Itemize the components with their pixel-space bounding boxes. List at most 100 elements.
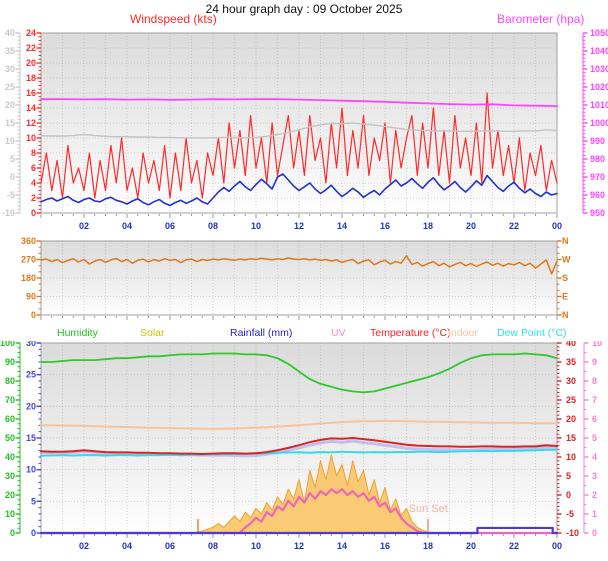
svg-text:270: 270: [21, 255, 36, 265]
svg-text:980: 980: [590, 154, 605, 164]
svg-text:70: 70: [5, 395, 15, 405]
series-wind-chill: [39, 439, 559, 458]
svg-text:10: 10: [251, 541, 261, 551]
svg-text:2: 2: [31, 193, 36, 203]
svg-text:1020: 1020: [590, 82, 608, 92]
svg-text:16: 16: [380, 541, 390, 551]
svg-text:N: N: [562, 236, 569, 246]
svg-text:14: 14: [337, 221, 347, 231]
svg-text:20: 20: [5, 100, 15, 110]
svg-text:2: 2: [592, 490, 597, 500]
svg-text:Sun Set: Sun Set: [409, 503, 448, 515]
svg-text:6: 6: [592, 414, 597, 424]
svg-text:0: 0: [31, 310, 36, 320]
svg-text:35: 35: [566, 357, 576, 367]
series-humidity: [40, 352, 558, 394]
svg-text:90: 90: [5, 357, 15, 367]
svg-text:15: 15: [566, 433, 576, 443]
svg-text:10: 10: [5, 509, 15, 519]
svg-text:E: E: [562, 292, 568, 302]
svg-text:180: 180: [21, 273, 36, 283]
svg-text:7: 7: [592, 395, 597, 405]
legend-item-temperature-c: Temperature (°C): [370, 327, 451, 339]
svg-text:5: 5: [566, 471, 571, 481]
series-indoor-temperature: [40, 419, 558, 430]
svg-text:90: 90: [26, 292, 36, 302]
bottom-chart-legend: Humidity Solar Rainfall (mm) UV Temperature …: [0, 327, 608, 341]
svg-text:970: 970: [590, 172, 605, 182]
svg-text:18: 18: [423, 541, 433, 551]
svg-text:0: 0: [566, 490, 571, 500]
svg-text:15: 15: [26, 433, 36, 443]
svg-text:16: 16: [380, 221, 390, 231]
svg-text:9: 9: [592, 357, 597, 367]
svg-text:S: S: [562, 273, 568, 283]
svg-text:1050: 1050: [590, 28, 608, 38]
svg-text:6: 6: [31, 163, 36, 173]
svg-text:-5: -5: [566, 509, 574, 519]
svg-text:08: 08: [208, 541, 218, 551]
legend-item-dew-point-c: Dew Point (°C): [497, 327, 567, 339]
svg-text:15: 15: [5, 118, 15, 128]
svg-text:20: 20: [466, 541, 476, 551]
svg-text:22: 22: [509, 541, 519, 551]
svg-text:5: 5: [592, 433, 597, 443]
svg-text:12: 12: [26, 118, 36, 128]
svg-text:990: 990: [590, 136, 605, 146]
svg-text:0: 0: [592, 528, 597, 538]
svg-text:10: 10: [26, 465, 36, 475]
svg-text:1010: 1010: [590, 100, 608, 110]
svg-text:0: 0: [10, 172, 15, 182]
svg-text:60: 60: [5, 414, 15, 424]
svg-text:25: 25: [5, 82, 15, 92]
svg-text:00: 00: [552, 541, 562, 551]
series-rainfall: [39, 526, 559, 535]
series-dew-point: [40, 448, 558, 457]
svg-text:02: 02: [79, 221, 89, 231]
svg-text:0: 0: [31, 208, 36, 218]
svg-text:00: 00: [552, 221, 562, 231]
svg-text:80: 80: [5, 376, 15, 386]
svg-text:1030: 1030: [590, 64, 608, 74]
series-wind-direction: [40, 255, 558, 275]
svg-text:20: 20: [26, 401, 36, 411]
svg-text:10: 10: [592, 341, 602, 348]
svg-text:8: 8: [592, 376, 597, 386]
svg-text:-10: -10: [2, 208, 15, 218]
svg-text:04: 04: [122, 221, 132, 231]
svg-text:W: W: [562, 255, 571, 265]
svg-text:4: 4: [31, 178, 36, 188]
series-temperature: [40, 437, 558, 455]
svg-text:20: 20: [26, 58, 36, 68]
svg-text:4: 4: [592, 452, 597, 462]
windspeed-axis-title: Windspeed (kts): [130, 12, 217, 26]
svg-text:14: 14: [26, 103, 36, 113]
svg-text:12: 12: [294, 541, 304, 551]
svg-text:20: 20: [566, 414, 576, 424]
svg-text:30: 30: [5, 64, 15, 74]
series-uv-index: [39, 488, 559, 535]
series-barometer: [40, 98, 558, 107]
svg-text:18: 18: [423, 221, 433, 231]
svg-text:30: 30: [566, 376, 576, 386]
series-wind-average: [40, 173, 558, 207]
svg-text:3: 3: [592, 471, 597, 481]
svg-text:16: 16: [26, 88, 36, 98]
svg-text:0: 0: [10, 528, 15, 538]
svg-text:100: 100: [0, 341, 15, 348]
svg-text:30: 30: [5, 471, 15, 481]
svg-text:06: 06: [165, 221, 175, 231]
svg-text:1000: 1000: [590, 118, 608, 128]
svg-text:18: 18: [26, 73, 36, 83]
svg-text:50: 50: [5, 433, 15, 443]
svg-text:20: 20: [5, 490, 15, 500]
svg-text:14: 14: [337, 541, 347, 551]
svg-text:30: 30: [26, 341, 36, 348]
svg-text:22: 22: [26, 43, 36, 53]
svg-text:5: 5: [10, 154, 15, 164]
svg-text:N: N: [562, 310, 569, 320]
svg-text:960: 960: [590, 190, 605, 200]
svg-text:-10: -10: [566, 528, 579, 538]
svg-text:24: 24: [26, 28, 36, 38]
